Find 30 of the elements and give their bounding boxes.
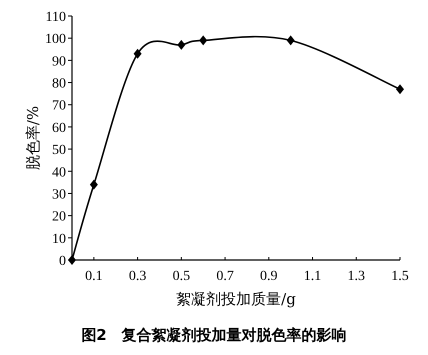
- y-tick-label: 60: [52, 120, 66, 136]
- x-tick-label: 1.5: [391, 269, 409, 284]
- point: [286, 35, 295, 46]
- point: [90, 180, 98, 190]
- x-tick-label: 1.1: [304, 269, 322, 284]
- y-tick-label: 30: [52, 187, 66, 202]
- text: 图2 复合絮凝剂投加量对脱色率的影响: [81, 326, 347, 344]
- y-tick-label: 70: [52, 98, 66, 114]
- y-tick-label: 110: [46, 10, 66, 25]
- y-tick-label: 100: [45, 32, 66, 48]
- x-tick-label: 0.7: [216, 269, 234, 284]
- x-tick-label: 0.1: [85, 269, 103, 284]
- y-tick-label: 0: [59, 254, 66, 269]
- x-axis-title: 絮凝剂投加质量/g: [176, 290, 296, 308]
- y-tick-label: 20: [52, 210, 66, 225]
- y-tick-label: 50: [52, 143, 66, 158]
- y-tick-label: 40: [52, 165, 66, 180]
- point: [177, 40, 186, 50]
- x-tick-label: 0.9: [260, 269, 278, 284]
- x-tick-label: 1.3: [348, 269, 366, 284]
- point: [134, 48, 142, 59]
- y-tick-label: 10: [52, 232, 66, 247]
- point: [199, 35, 208, 46]
- point: [396, 84, 404, 94]
- y-axis-title: 脱色率/%: [24, 106, 42, 170]
- x-tick-label: 0.5: [172, 269, 190, 284]
- x-tick-label: 0.3: [128, 269, 146, 284]
- point: [68, 255, 76, 265]
- y-tick-label: 90: [52, 54, 66, 70]
- y-tick-label: 80: [52, 76, 66, 92]
